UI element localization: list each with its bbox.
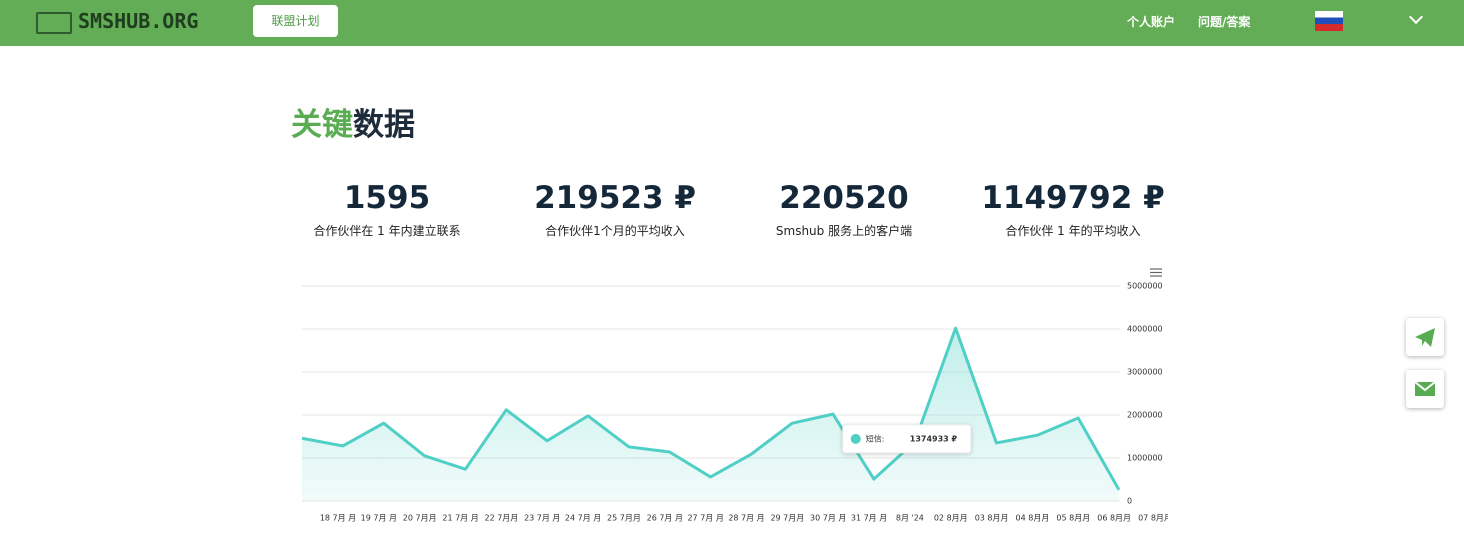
dropdown-chevron[interactable] [1408,9,1424,25]
x-tick-label: 21 7月 月 [442,514,478,523]
y-tick-label: 0 [1127,497,1132,506]
x-tick-label: 20 7月月 [403,514,437,523]
stat: 220520 Smshub 服务上的客户端 [714,180,974,239]
x-tick-label: 02 8月月 [934,514,968,523]
y-tick-label: 4000000 [1127,325,1163,334]
stat-value: 1595 [343,180,431,216]
line [301,326,1121,491]
header: SMSHUB.ORG 联盟计划 个人账户 问题/答案 [0,0,1464,46]
x-tick-label: 23 7月 月 [524,514,560,523]
x-tick-label: 03 8月月 [975,514,1009,523]
stat-label: Smshub 服务上的客户端 [775,224,913,238]
x-tick-label: 8月 '24 [896,514,924,523]
x-tick-label: 26 7月 月 [647,514,683,523]
x-tick-label: 04 8月月 [1016,514,1050,523]
title-rest: 数据 [353,107,415,143]
menu-icon[interactable] [1150,268,1162,277]
stat: 219523 ₽ 合作伙伴1个月的平均收入 [485,180,745,239]
stat-label: 合作伙伴在 1 年内建立联系 [313,224,461,238]
x-tick-label: 18 7月 月 [320,514,356,523]
stat: 1595 合作伙伴在 1 年内建立联系 [257,180,517,239]
nav-link[interactable]: 个人账户 [1127,15,1176,29]
chart: 0 1000000 2000000 3000000 4000000 5000000 18 7… [301,268,1172,523]
stat-value: 1149792 ₽ [981,180,1165,216]
tooltip: 短信: 1374933 ₽ [842,424,972,454]
section-title: 关键数据 [291,99,415,144]
telegram-button[interactable] [1406,318,1444,356]
stat-label: 合作伙伴1个月的平均收入 [545,224,685,238]
x-tick-label: 28 7月 月 [728,514,764,523]
x-tick-label: 22 7月月 [484,514,518,523]
tooltip-box [842,424,972,454]
stat-label: 合作伙伴 1 年的平均收入 [1005,224,1141,238]
x-tick-label: 19 7月 月 [361,514,397,523]
x-tick-label: 31 7月 月 [851,514,887,523]
tooltip-value: 1374933 ₽ [910,434,958,443]
area [302,328,1119,501]
x-tick-label: 07 8月月 [1138,514,1172,523]
language-flag[interactable] [1315,11,1343,31]
stat: 1149792 ₽ 合作伙伴 1 年的平均收入 [943,180,1203,239]
x-tick-label: 30 7月 月 [810,514,846,523]
logo-text[interactable]: SMSHUB.ORG [78,9,199,33]
telegram-icon [1415,328,1435,347]
affiliate-button[interactable]: 联盟计划 [253,5,338,37]
x-tick-label: 24 7月 月 [565,514,601,523]
stat-value: 219523 ₽ [534,180,696,216]
stat-value: 220520 [779,180,909,216]
x-tick-label: 25 7月月 [607,514,641,523]
tooltip-label: 短信: [866,433,885,443]
x-tick-label: 05 8月月 [1056,514,1090,523]
y-tick-label: 1000000 [1127,454,1163,463]
tooltip-marker [850,433,861,444]
x-axis-labels: 18 7月 月 19 7月 月 20 7月月 21 7月 月 22 7月月 23 7月 月… [320,514,1172,523]
logo[interactable]: SMSHUB.ORG [36,9,198,34]
x-tick-label: 06 8月月 [1097,514,1131,523]
x-tick-label: 29 7月月 [770,514,804,523]
y-tick-label: 3000000 [1127,368,1163,377]
nav-link[interactable]: 问题/答案 [1198,15,1251,29]
mail-icon [1414,381,1436,396]
mail-button[interactable] [1406,370,1444,408]
y-tick-label: 2000000 [1127,411,1163,420]
x-tick-label: 27 7月 月 [687,514,723,523]
y-tick-label: 5000000 [1127,282,1163,291]
title-accent: 关键 [291,107,353,143]
